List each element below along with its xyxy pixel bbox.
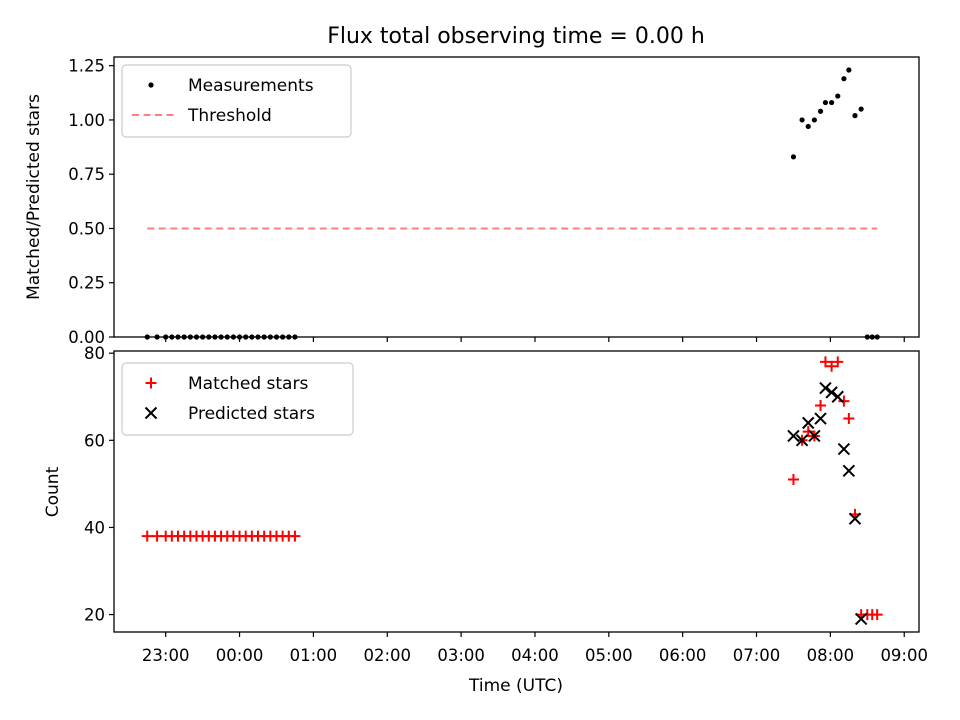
legend-item: Threshold [132,106,272,126]
top-axes-frame [113,56,920,338]
data-point [838,395,850,407]
legend-swatch [148,82,154,88]
data-point [787,474,799,486]
data-point [831,390,844,403]
data-point [835,93,841,99]
data-point [848,512,862,525]
data-point [787,429,800,443]
data-point [808,429,821,443]
data-point [141,530,153,542]
bottom-x-ticks: 23:00 00:00 01:00 02:00 03:00 04:00 05:00 06:00… [142,632,928,665]
legend-item: Predicted stars [144,404,315,424]
bottom-legend: Matched stars Predicted stars [121,362,354,436]
y-tick-label: 1.00 [68,111,105,130]
data-point [805,123,811,130]
top-y-axis-label: Matched/Predicted stars [24,94,44,300]
data-point [289,530,301,542]
bottom-y-axis-label: Count [43,466,63,517]
x-tick-label: 23:00 [142,646,190,665]
data-point [815,399,827,411]
data-point [854,612,868,626]
data-point [817,108,824,114]
y-tick-label: 0.50 [68,219,105,238]
data-point [832,356,844,368]
data-point [819,356,831,368]
y-tick-label: 80 [84,344,105,363]
x-tick-label: 08:00 [807,646,855,665]
legend-label: Matched stars [188,374,308,394]
legend-swatch [145,377,157,389]
data-point [802,426,814,438]
y-tick-label: 1.25 [68,57,105,76]
data-point [802,416,815,430]
bottom-axes-frame [113,350,920,633]
top-legend: Measurements Threshold [121,64,352,138]
data-point [826,360,838,372]
x-tick-label: 09:00 [880,646,928,665]
data-point [814,412,827,425]
legend-label: Measurements [188,76,314,96]
x-tick-label: 02:00 [363,646,411,665]
top-x-ticks [165,337,905,342]
x-tick-label: 05:00 [585,646,633,665]
legend-box [121,362,354,436]
data-point [825,386,838,399]
x-tick-label: 04:00 [511,646,559,665]
data-point [841,76,847,82]
y-tick-label: 40 [84,518,105,537]
chart-title: Flux total observing time = 0.00 h [327,24,705,49]
legend-label: Threshold [187,106,272,126]
bottom-y-ticks: 20 40 60 80 [84,344,114,625]
x-tick-label: 00:00 [216,646,264,665]
data-point [790,154,797,160]
data-point [858,106,864,112]
bottom-panel: 20 40 60 80 23:00 00:00 01:00 02:00 03:00 04:00 0… [43,344,928,696]
y-tick-label: 0.75 [68,165,105,184]
x-axis-label: Time (UTC) [468,676,563,696]
top-y-ticks: 0.00 0.25 0.50 0.75 1.00 1.25 [68,57,114,347]
data-point [871,609,883,621]
y-tick-label: 60 [84,431,105,450]
bottom-marks [141,356,883,626]
data-point [837,442,851,456]
x-tick-label: 07:00 [733,646,781,665]
data-point [822,99,829,106]
series-predicted-stars [787,381,868,626]
x-tick-label: 06:00 [659,646,707,665]
data-point [842,464,856,478]
y-tick-label: 0.25 [68,274,105,293]
data-point [829,99,835,106]
legend-item: Measurements [148,76,314,96]
data-point [795,434,809,447]
legend-box [121,64,352,138]
legend-label: Predicted stars [188,404,315,424]
top-panel: 0.00 0.25 0.50 0.75 1.00 1.25 Matched/Predict… [24,56,920,347]
x-tick-label: 03:00 [437,646,485,665]
data-point [846,67,852,73]
data-point [852,113,858,119]
y-tick-label: 20 [84,606,105,625]
data-point [799,117,805,123]
legend-swatch [144,406,158,420]
legend-item: Matched stars [145,374,308,394]
data-point [843,413,855,425]
data-point [819,381,832,395]
x-tick-label: 01:00 [290,646,338,665]
data-point [811,117,817,123]
y-tick-label: 0.00 [68,328,105,347]
